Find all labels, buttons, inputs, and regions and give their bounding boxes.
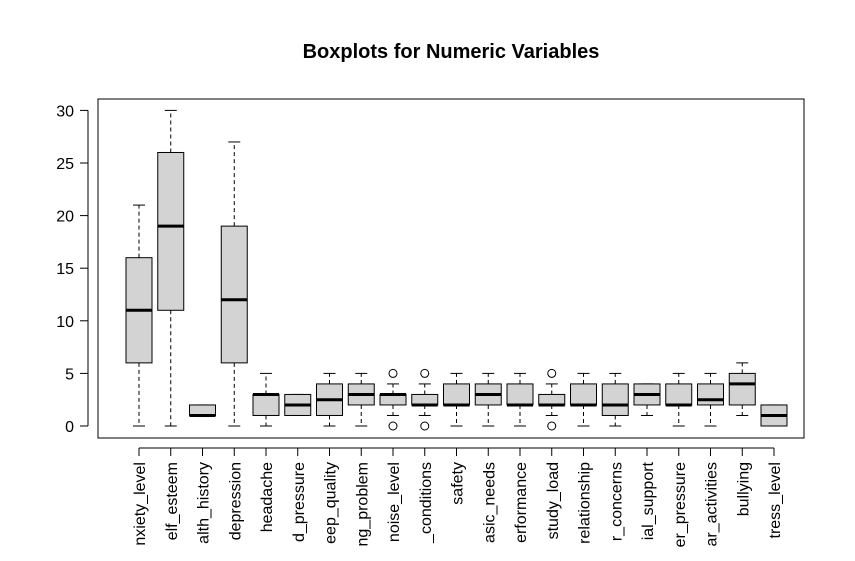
box-safety — [443, 372, 470, 427]
box-ar_activities — [697, 372, 724, 427]
y-tick-label: 25 — [56, 156, 74, 173]
outlier-point — [420, 368, 430, 378]
x-tick-label: ng_problem — [354, 462, 371, 547]
box-rect — [506, 383, 534, 406]
y-tick-label: 0 — [65, 419, 74, 436]
chart-title: Boxplots for Numeric Variables — [303, 41, 600, 63]
box-elf_esteem — [157, 109, 185, 427]
x-tick-label: study_load — [545, 462, 562, 539]
box-nxiety_level — [125, 204, 153, 427]
box-rect — [252, 393, 280, 416]
x-tick-label: headache — [259, 462, 276, 532]
box-rect — [157, 151, 185, 311]
x-tick-label: er_pressure — [672, 462, 689, 547]
x-tick-label: bullying — [735, 462, 752, 516]
box-alth_history — [189, 404, 216, 418]
x-tick-label: eep_quality — [323, 462, 340, 544]
box-rect — [601, 383, 629, 416]
x-tick-label: ar_activities — [704, 462, 721, 546]
box-rect — [538, 393, 566, 406]
x-axis: nxiety_level elf_esteem alth_history depres… — [132, 447, 784, 547]
box-headache — [252, 372, 280, 427]
x-tick-label: ial_support — [640, 461, 657, 540]
boxes — [125, 109, 788, 431]
box-ial_support — [633, 383, 661, 416]
box-rect — [411, 393, 439, 406]
box-rect — [189, 404, 216, 416]
x-tick-label: asic_needs — [481, 462, 498, 543]
box-asic_needs — [474, 372, 502, 427]
y-tick-label: 15 — [56, 261, 74, 278]
y-axis: 0 5 10 15 20 25 30 — [56, 103, 89, 436]
x-tick-label: noise_level — [386, 462, 403, 542]
box-relationship — [570, 372, 597, 427]
box-d_pressure — [284, 393, 312, 416]
box-ng_problem — [347, 372, 375, 427]
box-tress_level — [760, 404, 788, 427]
x-tick-label: r_concerns — [608, 462, 625, 541]
x-tick-label: depression — [227, 462, 244, 540]
y-tick-label: 5 — [65, 366, 74, 383]
box-rect — [728, 372, 756, 406]
x-tick-label: nxiety_level — [132, 462, 149, 546]
y-tick-label: 30 — [56, 103, 74, 120]
plot-frame — [97, 98, 805, 439]
outlier-point — [420, 421, 430, 431]
box-depression — [220, 141, 248, 427]
box-eep_quality — [316, 372, 343, 427]
box-r_concerns — [601, 372, 629, 427]
x-tick-label: safety — [450, 462, 467, 505]
x-tick-label: alth_history — [196, 462, 213, 544]
y-tick-label: 10 — [56, 314, 74, 331]
outlier-point — [388, 368, 398, 378]
box-noise_level — [379, 368, 407, 431]
box-bullying — [728, 362, 756, 416]
box-erformance — [506, 372, 534, 427]
box-rect — [220, 225, 248, 364]
x-tick-label: relationship — [577, 462, 594, 544]
outlier-point — [547, 421, 557, 431]
box-rect — [697, 383, 724, 406]
box-rect — [665, 383, 693, 406]
box-_conditions — [411, 368, 439, 431]
x-tick-label: elf_esteem — [164, 462, 181, 540]
x-tick-label: _conditions — [418, 462, 435, 544]
outlier-point — [388, 421, 398, 431]
x-tick-label: erformance — [513, 462, 530, 543]
box-rect — [443, 383, 470, 406]
x-tick-label: d_pressure — [291, 462, 308, 542]
x-tick-label: tress_level — [767, 462, 784, 538]
box-rect — [379, 393, 407, 406]
box-rect — [570, 383, 597, 406]
outlier-point — [547, 368, 557, 378]
box-study_load — [538, 368, 566, 431]
box-er_pressure — [665, 372, 693, 427]
y-tick-label: 20 — [56, 209, 74, 226]
